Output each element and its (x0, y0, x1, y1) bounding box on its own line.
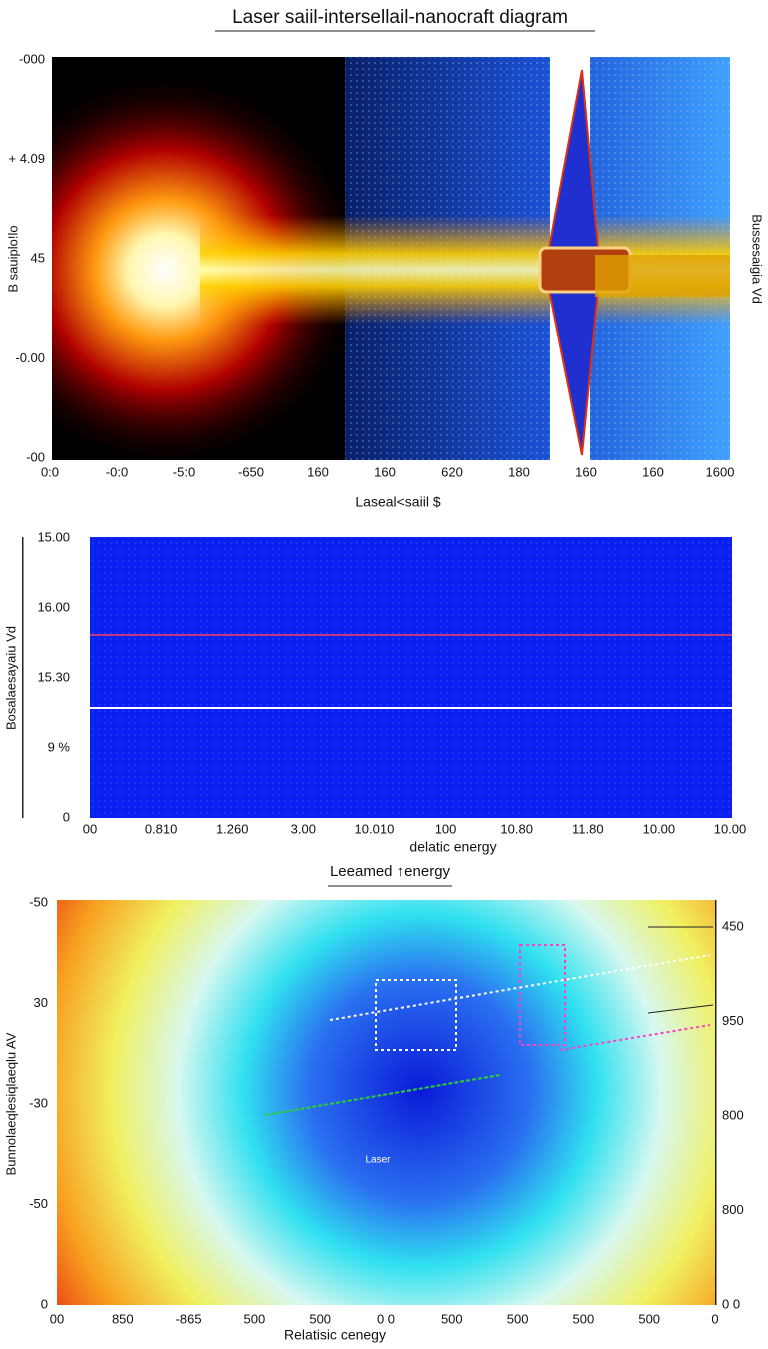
x-tick-label: 0:0 (41, 464, 59, 479)
title: Laser saiil-intersellail-nanocraft diagr… (232, 7, 568, 28)
x-tick-label: 500 (573, 1311, 595, 1326)
y-tick-label: -000 (19, 51, 45, 66)
y2-axis-title: Bussesaigia Vd (750, 214, 765, 304)
y-tick-label: 9 % (48, 739, 71, 754)
x-tick-label: -650 (238, 464, 264, 479)
y2-tick-label: 0 0 (722, 1296, 740, 1311)
x-tick-label: 0 0 (377, 1311, 395, 1326)
x-axis-title: Relatisic cenegy (284, 1327, 386, 1343)
x-tick-label: 10.010 (355, 821, 395, 836)
x-tick-label: 500 (638, 1311, 660, 1326)
y-tick-label: 0 (63, 809, 70, 824)
y-tick-label: -50 (29, 1196, 48, 1211)
y-tick-label: 16.00 (37, 599, 70, 614)
x-axis-title: Laseal<saiil $ (355, 494, 440, 510)
x-tick-label: -0:0 (106, 464, 128, 479)
y2-tick-label: 800 (722, 1107, 744, 1122)
x-tick-label: -5:0 (173, 464, 195, 479)
y-tick-label: 15.30 (37, 669, 70, 684)
y-tick-label: -30 (29, 1095, 48, 1110)
x-tick-label: 10.00 (714, 821, 747, 836)
y-axis-title: Bunnolaeqlesiqlaeqlu AV (3, 1032, 18, 1175)
x-tick-label: 1600 (706, 464, 735, 479)
y-tick-label: 45 (31, 250, 45, 265)
panel-3-image (57, 900, 717, 1305)
x-axis-title: delatic energy (409, 839, 496, 855)
panel-2-image (22, 537, 732, 818)
y-tick-label: -0.00 (15, 350, 45, 365)
y-tick-label: 15.00 (37, 529, 70, 544)
x-tick-label: -865 (176, 1311, 202, 1326)
y2-tick-label: 450 (722, 918, 744, 933)
y-tick-label: 30 (34, 995, 48, 1010)
x-tick-label: 500 (309, 1311, 331, 1326)
x-tick-label: 160 (374, 464, 396, 479)
panel-caption: Leeamed ↑energy (330, 863, 451, 880)
y-tick-label: 0 (41, 1296, 48, 1311)
x-tick-label: 00 (50, 1311, 64, 1326)
y-tick-label: -50 (29, 894, 48, 909)
x-tick-label: 160 (642, 464, 664, 479)
x-tick-label: 10.80 (500, 821, 533, 836)
x-tick-label: 620 (441, 464, 463, 479)
x-tick-label: 160 (575, 464, 597, 479)
y-tick-label: -00 (26, 449, 45, 464)
y-axis-title: B sauiplo!lo (5, 225, 20, 292)
x-tick-label: 00 (83, 821, 97, 836)
x-tick-label: 1.260 (216, 821, 249, 836)
x-tick-label: 500 (507, 1311, 529, 1326)
x-tick-label: 850 (112, 1311, 134, 1326)
x-tick-label: 0.810 (145, 821, 178, 836)
y-axis-title: Bosalaesayaiu Vd (3, 626, 18, 730)
x-tick-label: 100 (435, 821, 457, 836)
x-tick-label: 180 (508, 464, 530, 479)
x-tick-label: 11.80 (572, 821, 604, 836)
y2-tick-label: 950 (722, 1013, 744, 1028)
y2-tick-label: 800 (722, 1202, 744, 1217)
x-tick-label: 160 (307, 464, 329, 479)
x-tick-label: 0 (711, 1311, 718, 1326)
x-tick-label: 500 (441, 1311, 463, 1326)
x-tick-label: 10.00 (643, 821, 676, 836)
annotation: Laser (365, 1155, 391, 1166)
panel-1-image (52, 57, 730, 460)
x-tick-label: 500 (244, 1311, 266, 1326)
x-tick-label: 3.00 (291, 821, 316, 836)
y-tick-label: + 4.09 (8, 151, 45, 166)
